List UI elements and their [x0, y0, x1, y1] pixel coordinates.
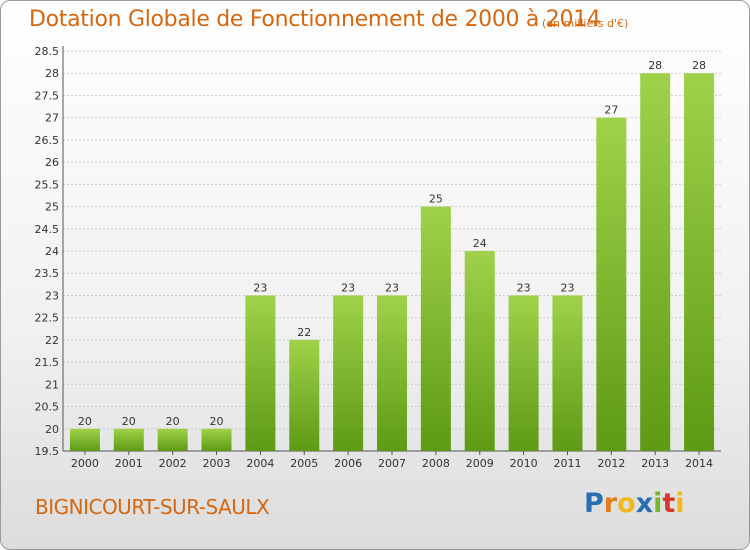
x-tick-label: 2011 — [553, 457, 581, 470]
y-tick-label: 22 — [45, 334, 59, 347]
data-label: 23 — [385, 281, 399, 294]
y-tick-label: 22.5 — [35, 312, 60, 325]
bars — [69, 73, 715, 452]
bar-2001 — [113, 428, 144, 451]
data-labels: 20 20 20 20 23 22 23 23 25 24 23 23 27 28 28 — [78, 59, 706, 428]
data-label: 28 — [648, 59, 662, 72]
x-tick-label: 2007 — [378, 457, 406, 470]
chart-subtitle: (en milliers d'€) — [542, 17, 629, 30]
bar-2012 — [596, 117, 627, 452]
bar-2004 — [245, 295, 276, 451]
chart-title: Dotation Globale de Fonctionnement de 20… — [29, 7, 601, 32]
x-tick-label: 2014 — [685, 457, 713, 470]
y-tick-label: 25.5 — [35, 178, 60, 191]
y-tick-label: 25 — [45, 201, 59, 214]
x-tick-label: 2008 — [422, 457, 450, 470]
y-tick-label: 24.5 — [35, 223, 60, 236]
data-label: 20 — [166, 415, 180, 428]
y-tick-label: 21.5 — [35, 356, 60, 369]
proxiti-logo[interactable]: Proxiti — [584, 488, 685, 519]
y-tick-label: 20.5 — [35, 401, 60, 414]
y-tick-label: 20 — [45, 423, 59, 436]
y-tick-label: 28.5 — [35, 45, 60, 58]
data-label: 28 — [692, 59, 706, 72]
x-tick-label: 2003 — [203, 457, 231, 470]
y-tick-label: 23.5 — [35, 267, 60, 280]
data-label: 20 — [210, 415, 224, 428]
bar-2013 — [640, 73, 671, 451]
y-axis-ticks: 19.5 20 20.5 21 21.5 22 22.5 23 23.5 24 24.5 25 25.5… — [35, 45, 60, 458]
x-tick-label: 2004 — [246, 457, 274, 470]
x-tick-label: 2006 — [334, 457, 362, 470]
data-label: 27 — [604, 104, 618, 117]
data-label: 23 — [253, 281, 267, 294]
y-tick-label: 26 — [45, 156, 59, 169]
data-label: 23 — [341, 281, 355, 294]
bar-2007 — [377, 295, 407, 451]
bar-2009 — [464, 251, 495, 451]
bar-2014 — [684, 73, 715, 451]
y-tick-label: 27 — [45, 112, 59, 125]
bar-2003 — [201, 428, 232, 451]
x-tick-label: 2010 — [510, 457, 538, 470]
data-label: 22 — [297, 326, 311, 339]
data-label: 23 — [560, 281, 574, 294]
bar-2010 — [508, 295, 539, 451]
bar-2008 — [420, 206, 451, 451]
x-tick-label: 2005 — [290, 457, 318, 470]
y-tick-label: 23 — [45, 289, 59, 302]
commune-name: BIGNICOURT-SUR-SAULX — [35, 495, 270, 519]
bar-2002 — [157, 428, 188, 451]
bar-2006 — [333, 295, 364, 451]
y-tick-label: 27.5 — [35, 89, 60, 102]
y-tick-label: 24 — [45, 245, 59, 258]
data-label: 20 — [78, 415, 92, 428]
x-tick-label: 2012 — [597, 457, 625, 470]
y-tick-label: 28 — [45, 67, 59, 80]
x-tick-label: 2013 — [641, 457, 669, 470]
x-tick-label: 2009 — [466, 457, 494, 470]
data-label: 24 — [473, 237, 487, 250]
x-axis-ticks: 2000 2001 2002 2003 2004 2005 2006 2007 2008 2009… — [71, 451, 713, 470]
x-tick-label: 2001 — [115, 457, 143, 470]
y-tick-label: 19.5 — [35, 445, 60, 458]
y-tick-label: 26.5 — [35, 134, 60, 147]
bar-2000 — [69, 428, 100, 451]
bar-2005 — [289, 339, 320, 451]
data-label: 23 — [517, 281, 531, 294]
data-label: 25 — [429, 193, 443, 206]
x-tick-label: 2002 — [159, 457, 187, 470]
x-tick-label: 2000 — [71, 457, 99, 470]
bar-2011 — [552, 295, 583, 451]
y-tick-label: 21 — [45, 378, 59, 391]
data-label: 20 — [122, 415, 136, 428]
